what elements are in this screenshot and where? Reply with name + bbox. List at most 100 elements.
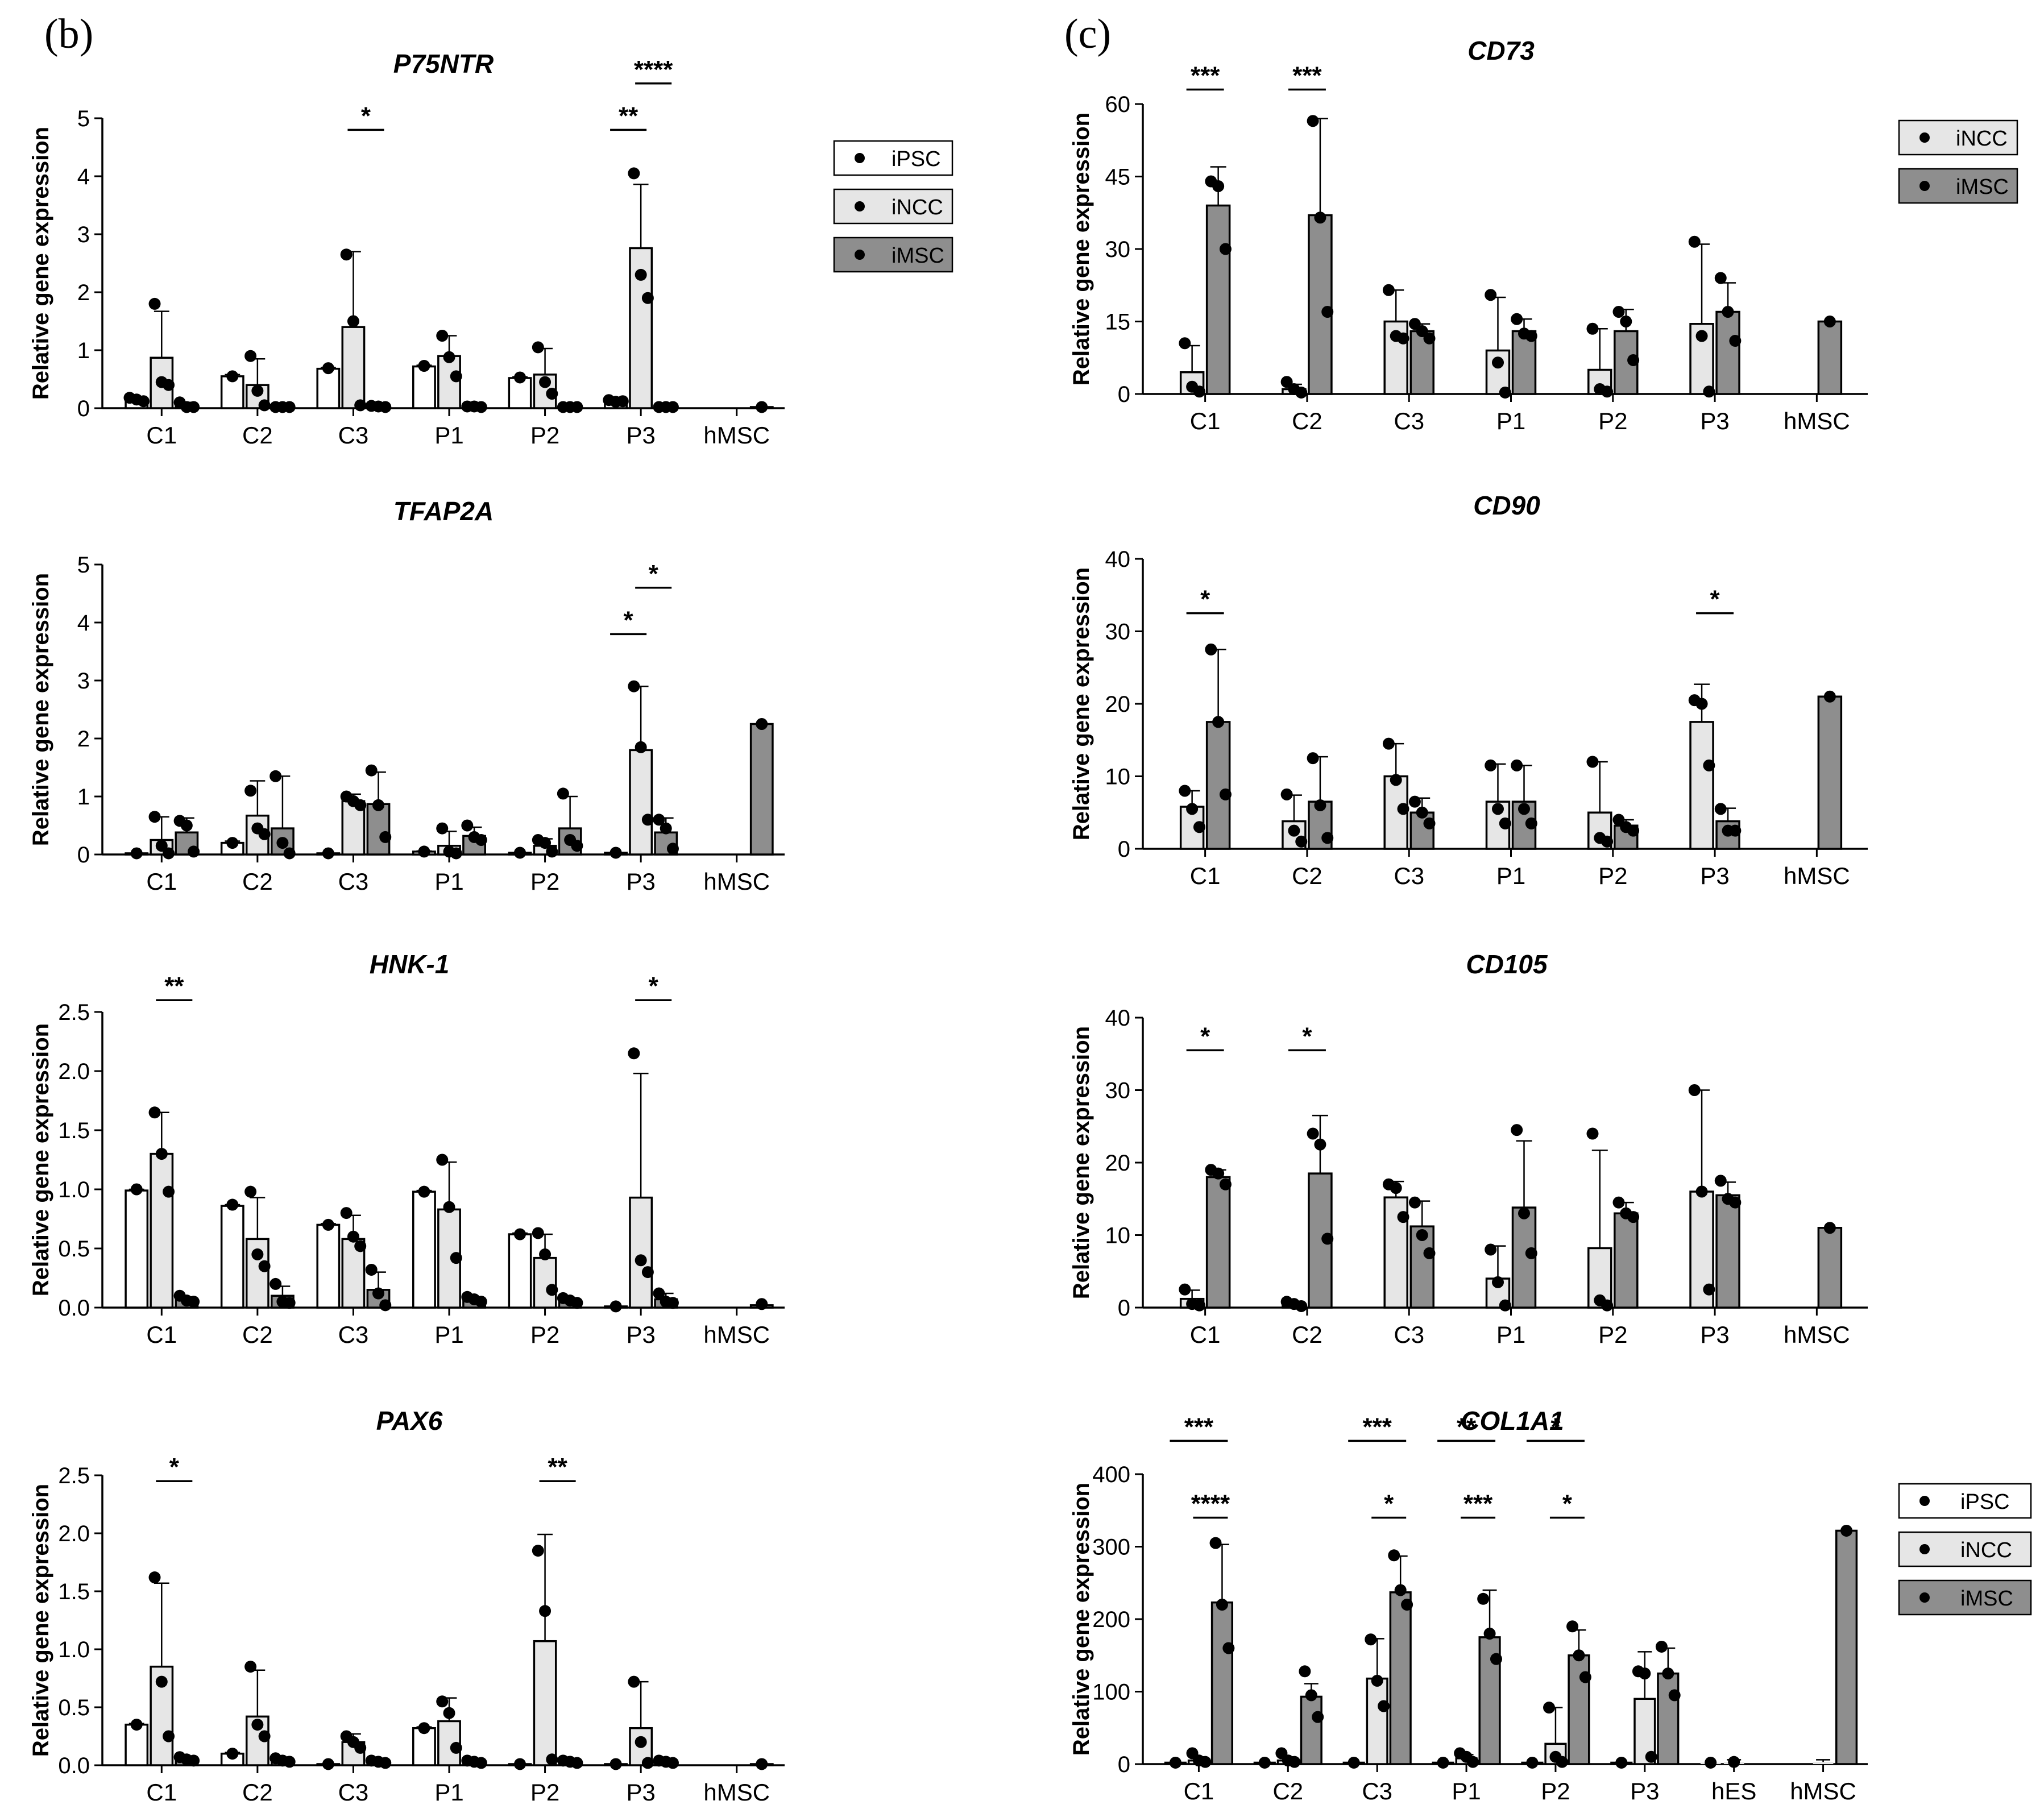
data-point-incc-c2 [258, 399, 271, 412]
data-point-imsc-p2 [1627, 1211, 1640, 1223]
data-point-incc-p2 [539, 376, 552, 388]
significance-label: ** [1457, 1413, 1477, 1441]
bar-imsc-c1 [1205, 721, 1231, 850]
data-point-ipsc-p1 [418, 1185, 430, 1198]
data-point-imsc-p3 [1729, 335, 1742, 347]
data-point-imsc-c2 [1314, 1138, 1326, 1151]
y-tick-label: 1 [77, 338, 90, 363]
data-point-incc-c1 [163, 379, 175, 391]
data-point-ipsc-p2 [514, 371, 526, 384]
data-point-imsc-c2 [1307, 1127, 1319, 1140]
y-tick-label: 10 [1105, 1223, 1131, 1248]
data-point-incc-c3 [340, 248, 353, 261]
data-point-imsc-hmsc [1823, 1222, 1836, 1234]
data-point-imsc-c1 [1219, 788, 1232, 800]
data-point-imsc-p1 [1518, 803, 1530, 815]
legend-label-incc: iNCC [892, 196, 943, 219]
data-point-ipsc-c2 [226, 1198, 239, 1211]
legend-label-incc: iNCC [1960, 1538, 2012, 1562]
x-tick-label-p1: P1 [1452, 1778, 1481, 1804]
data-point-incc-p3 [635, 1254, 647, 1267]
data-point-imsc-p3 [666, 1757, 679, 1769]
bar-ipsc-p1 [412, 365, 436, 409]
data-point-imsc-p3 [1714, 803, 1727, 815]
data-point-incc-p2 [1586, 322, 1599, 335]
data-point-incc-c2 [258, 1730, 271, 1743]
significance-label: *** [1292, 62, 1322, 90]
y-tick-label: 30 [1105, 620, 1131, 645]
y-axis-label: Relative gene expression [28, 1484, 53, 1757]
x-tick-label-hmsc: hMSC [703, 422, 770, 449]
data-point-imsc-c1 [1212, 1167, 1225, 1180]
legend-label-incc: iNCC [1956, 127, 2008, 151]
data-point-imsc-p3 [1662, 1667, 1674, 1680]
data-point-imsc-p2 [1612, 1196, 1625, 1209]
data-point-incc-p1 [436, 1154, 449, 1166]
legend-swatch-incc [1898, 119, 2018, 156]
data-point-incc-p1 [1499, 817, 1511, 829]
data-point-imsc-c3 [1408, 318, 1421, 330]
data-point-incc-p2 [1556, 1756, 1568, 1768]
data-point-incc-p2 [546, 1753, 558, 1766]
bar-imsc-c2 [1308, 214, 1333, 395]
data-point-imsc-c3 [1394, 1584, 1407, 1596]
y-axis-label: Relative gene expression [28, 573, 53, 846]
data-point-incc-p3 [1695, 330, 1708, 342]
data-point-incc-c1 [148, 1571, 161, 1584]
data-point-incc-p2 [539, 1248, 552, 1260]
data-point-imsc-c1 [1209, 1537, 1222, 1549]
legend-item-imsc: iMSC [833, 237, 953, 273]
legend-item-ipsc: iPSC [833, 140, 953, 176]
data-point-incc-c1 [1179, 337, 1191, 350]
data-point-imsc-c1 [1212, 180, 1225, 192]
significance-label: ** [619, 102, 639, 130]
y-tick-label: 2 [77, 280, 90, 305]
x-tick-label-c2: C2 [242, 1779, 273, 1806]
data-point-imsc-c2 [1314, 211, 1326, 224]
x-tick-label-c1: C1 [1184, 1778, 1214, 1804]
data-point-imsc-c3 [379, 401, 392, 413]
y-tick-label: 1 [77, 785, 90, 810]
legend-swatch-incc [833, 188, 953, 225]
data-point-imsc-p3 [1729, 1196, 1742, 1209]
data-point-imsc-p2 [571, 840, 583, 852]
significance-label: * [1550, 1413, 1561, 1441]
significance-label: **** [634, 56, 673, 84]
legend-item-imsc: iMSC [1898, 1579, 2032, 1616]
x-tick-label-c2: C2 [1292, 1321, 1322, 1348]
x-tick-label-c2: C2 [1292, 408, 1322, 434]
data-point-incc-p2 [546, 388, 558, 400]
data-point-incc-c1 [155, 840, 168, 852]
bar-ipsc-p1 [412, 1727, 436, 1766]
y-tick-label: 2.5 [58, 1000, 90, 1025]
data-point-imsc-c2 [283, 401, 296, 413]
data-point-imsc-c3 [379, 1757, 392, 1769]
data-point-incc-p3 [641, 1266, 654, 1279]
data-point-imsc-c2 [1307, 115, 1319, 127]
data-point-incc-c1 [1193, 1299, 1205, 1312]
y-tick-label: 15 [1105, 310, 1131, 335]
x-tick-label-p2: P2 [1598, 862, 1627, 889]
data-point-incc-c3 [340, 1207, 353, 1219]
bar-ipsc-p2 [508, 1233, 532, 1309]
data-point-incc-c2 [244, 785, 257, 797]
data-point-incc-p1 [1492, 803, 1504, 815]
data-point-imsc-c3 [1408, 1196, 1421, 1209]
data-point-incc-p3 [1703, 385, 1715, 398]
data-point-incc-c2 [1295, 835, 1308, 848]
data-point-imsc-c2 [1321, 1233, 1334, 1245]
bar-incc-p3 [629, 1196, 653, 1309]
y-tick-label: 3 [77, 222, 90, 247]
legend-marker-incc [1919, 1544, 1930, 1554]
significance-label: * [1384, 1490, 1394, 1518]
data-point-imsc-c2 [1305, 1689, 1317, 1702]
data-point-incc-c2 [258, 828, 271, 840]
legend-label-imsc: iMSC [1956, 175, 2009, 199]
chart-title: CD105 [1466, 949, 1548, 979]
x-tick-label-p1: P1 [434, 868, 463, 895]
significance-label: * [361, 102, 371, 130]
y-tick-label: 300 [1092, 1535, 1130, 1560]
y-tick-label: 0 [1118, 837, 1130, 862]
